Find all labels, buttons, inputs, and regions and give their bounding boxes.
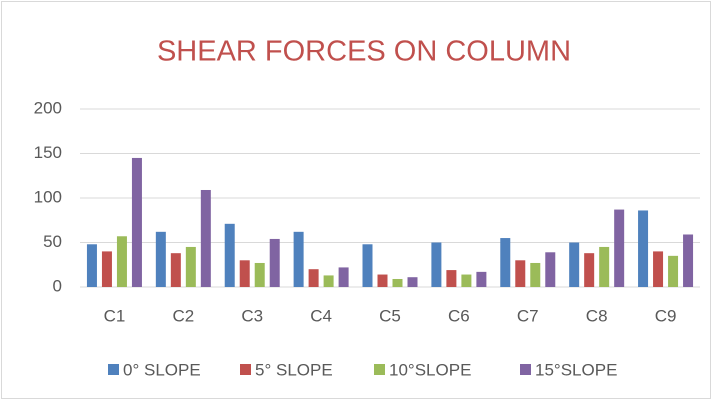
bar [653, 251, 664, 287]
bar [170, 253, 181, 287]
bar [638, 210, 649, 287]
bar [323, 275, 334, 287]
bar [116, 236, 127, 287]
bar [446, 270, 457, 287]
x-tick-label: C8 [586, 306, 608, 325]
bar [308, 269, 319, 287]
x-tick-label: C1 [104, 306, 126, 325]
x-tick-label: C6 [448, 306, 470, 325]
bar [131, 157, 142, 287]
bar [500, 238, 511, 287]
x-tick-label: C9 [655, 306, 677, 325]
bar [683, 234, 694, 287]
x-tick-label: C2 [172, 306, 194, 325]
legend-swatch [374, 364, 385, 375]
bar [254, 262, 265, 287]
bar [200, 189, 211, 287]
x-tick-label: C5 [379, 306, 401, 325]
bar [101, 251, 112, 287]
bar [377, 274, 388, 287]
bar [362, 244, 373, 287]
bar [584, 253, 595, 287]
chart-title: SHEAR FORCES ON COLUMN [157, 36, 571, 68]
x-tick-label: C4 [310, 306, 332, 325]
legend-label: 15°SLOPE [535, 360, 617, 379]
bar [338, 267, 349, 287]
y-tick-label: 100 [34, 187, 62, 206]
bar [569, 242, 580, 287]
bar [155, 231, 166, 287]
y-tick-label: 50 [43, 232, 62, 251]
bar [530, 262, 541, 287]
legend-label: 0° SLOPE [123, 360, 201, 379]
bar [668, 255, 679, 287]
y-tick-label: 150 [34, 143, 62, 162]
legend-label: 10°SLOPE [389, 360, 471, 379]
bar [269, 238, 280, 287]
bar [614, 209, 625, 287]
bar [407, 277, 418, 287]
bar [545, 252, 556, 287]
legend-swatch [520, 364, 531, 375]
x-tick-label: C7 [517, 306, 539, 325]
x-tick-label: C3 [241, 306, 263, 325]
y-tick-label: 200 [34, 98, 62, 117]
bar [224, 223, 235, 287]
bar [515, 260, 526, 287]
bar [185, 246, 196, 287]
bar [392, 278, 403, 287]
legend-label: 5° SLOPE [255, 360, 333, 379]
legend-swatch [108, 364, 119, 375]
y-tick-label: 0 [53, 276, 62, 295]
bar [293, 231, 304, 287]
bar [239, 260, 250, 287]
bar [431, 242, 442, 287]
bar [86, 244, 97, 287]
bar [599, 246, 610, 287]
bar [461, 274, 472, 287]
legend-swatch [240, 364, 251, 375]
bar [476, 271, 487, 287]
